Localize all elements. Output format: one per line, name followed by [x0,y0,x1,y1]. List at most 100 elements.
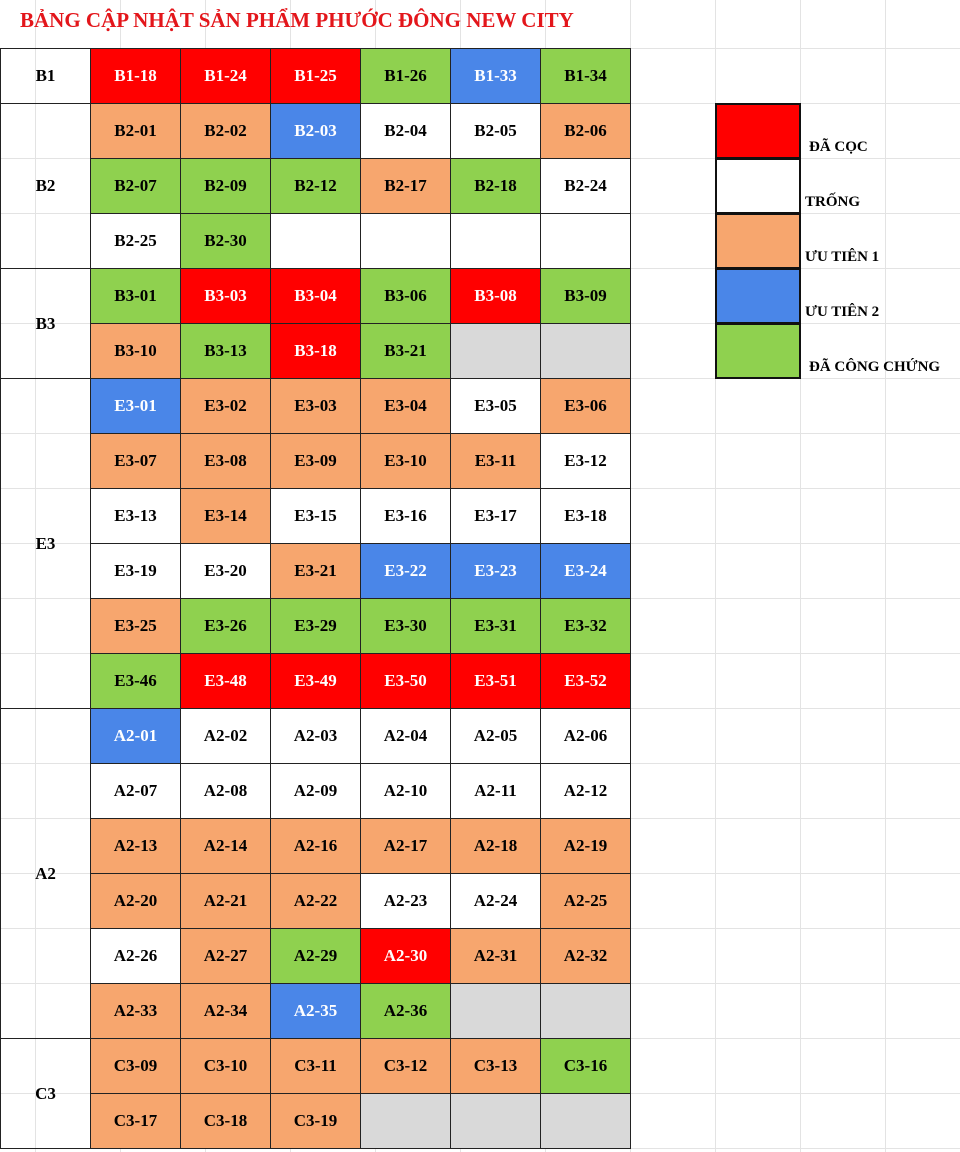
unit-cell: A2-30 [360,928,451,984]
unit-cell: E3-26 [180,598,271,654]
unit-cell: B2-07 [90,158,181,214]
unit-cell: A2-27 [180,928,271,984]
unit-cell: E3-11 [450,433,541,489]
unit-cell: B2-03 [270,103,361,159]
legend-label: ĐÃ CỌC [809,139,868,155]
unit-cell: A2-02 [180,708,271,764]
legend-swatch [715,103,801,159]
unit-cell: C3-17 [90,1093,181,1149]
unit-cell: A2-23 [360,873,451,929]
unit-cell: B3-18 [270,323,361,379]
unit-cell [540,1093,631,1149]
group-label: C3 [0,1038,91,1149]
unit-cell [270,213,361,269]
unit-cell [450,983,541,1039]
unit-cell: E3-17 [450,488,541,544]
unit-cell: A2-22 [270,873,361,929]
unit-cell: C3-10 [180,1038,271,1094]
unit-cell: A2-32 [540,928,631,984]
unit-cell: E3-50 [360,653,451,709]
unit-cell: A2-21 [180,873,271,929]
unit-cell: E3-12 [540,433,631,489]
unit-cell: E3-07 [90,433,181,489]
title: BẢNG CẬP NHẬT SẢN PHẨM PHƯỚC ĐÔNG NEW CI… [20,8,574,32]
unit-cell: A2-13 [90,818,181,874]
unit-cell: B2-25 [90,213,181,269]
group-label: B2 [0,103,91,269]
unit-cell: A2-36 [360,983,451,1039]
unit-cell: B2-04 [360,103,451,159]
unit-cell: B2-12 [270,158,361,214]
unit-cell: A2-06 [540,708,631,764]
unit-cell: E3-24 [540,543,631,599]
unit-cell: E3-32 [540,598,631,654]
unit-cell: E3-21 [270,543,361,599]
unit-cell: E3-02 [180,378,271,434]
group-label: E3 [0,378,91,709]
unit-cell: A2-33 [90,983,181,1039]
unit-cell: B2-24 [540,158,631,214]
unit-cell: B2-01 [90,103,181,159]
group-label: B1 [0,48,91,104]
legend-swatch [715,268,801,324]
unit-cell: E3-15 [270,488,361,544]
unit-cell: B3-03 [180,268,271,324]
unit-cell: B1-24 [180,48,271,104]
unit-cell [450,213,541,269]
unit-cell: A2-10 [360,763,451,819]
legend-label: ƯU TIÊN 1 [805,249,880,265]
unit-cell: E3-22 [360,543,451,599]
legend-label: ƯU TIÊN 2 [805,304,880,320]
legend-swatch [715,158,801,214]
unit-cell: E3-51 [450,653,541,709]
unit-cell: B3-01 [90,268,181,324]
unit-cell: E3-09 [270,433,361,489]
unit-cell [450,1093,541,1149]
unit-cell: E3-49 [270,653,361,709]
unit-cell: E3-18 [540,488,631,544]
unit-cell: A2-03 [270,708,361,764]
unit-cell: E3-10 [360,433,451,489]
unit-cell: B2-09 [180,158,271,214]
unit-cell: B3-08 [450,268,541,324]
legend-label: TRỐNG [805,194,861,210]
legend-swatch [715,323,801,379]
unit-cell: C3-18 [180,1093,271,1149]
unit-cell: B2-17 [360,158,451,214]
unit-cell: A2-24 [450,873,541,929]
unit-cell: E3-29 [270,598,361,654]
unit-cell: A2-07 [90,763,181,819]
unit-cell: E3-46 [90,653,181,709]
unit-cell: A2-09 [270,763,361,819]
unit-cell: A2-31 [450,928,541,984]
unit-cell: A2-25 [540,873,631,929]
unit-cell: E3-31 [450,598,541,654]
unit-cell: C3-11 [270,1038,361,1094]
unit-cell: B2-05 [450,103,541,159]
unit-cell: B2-30 [180,213,271,269]
legend-swatch [715,213,801,269]
unit-cell: A2-18 [450,818,541,874]
group-label: A2 [0,708,91,1039]
unit-cell: A2-05 [450,708,541,764]
unit-cell: A2-20 [90,873,181,929]
unit-cell: E3-52 [540,653,631,709]
unit-cell: B3-06 [360,268,451,324]
unit-cell: A2-34 [180,983,271,1039]
unit-cell: B3-10 [90,323,181,379]
unit-cell: B1-25 [270,48,361,104]
unit-cell: A2-12 [540,763,631,819]
unit-cell: C3-19 [270,1093,361,1149]
unit-cell: E3-06 [540,378,631,434]
unit-cell: B1-26 [360,48,451,104]
group-label: B3 [0,268,91,379]
unit-cell: E3-25 [90,598,181,654]
unit-cell: A2-35 [270,983,361,1039]
unit-cell [540,983,631,1039]
unit-cell: B3-09 [540,268,631,324]
unit-cell: C3-16 [540,1038,631,1094]
unit-cell: A2-01 [90,708,181,764]
unit-cell [540,323,631,379]
